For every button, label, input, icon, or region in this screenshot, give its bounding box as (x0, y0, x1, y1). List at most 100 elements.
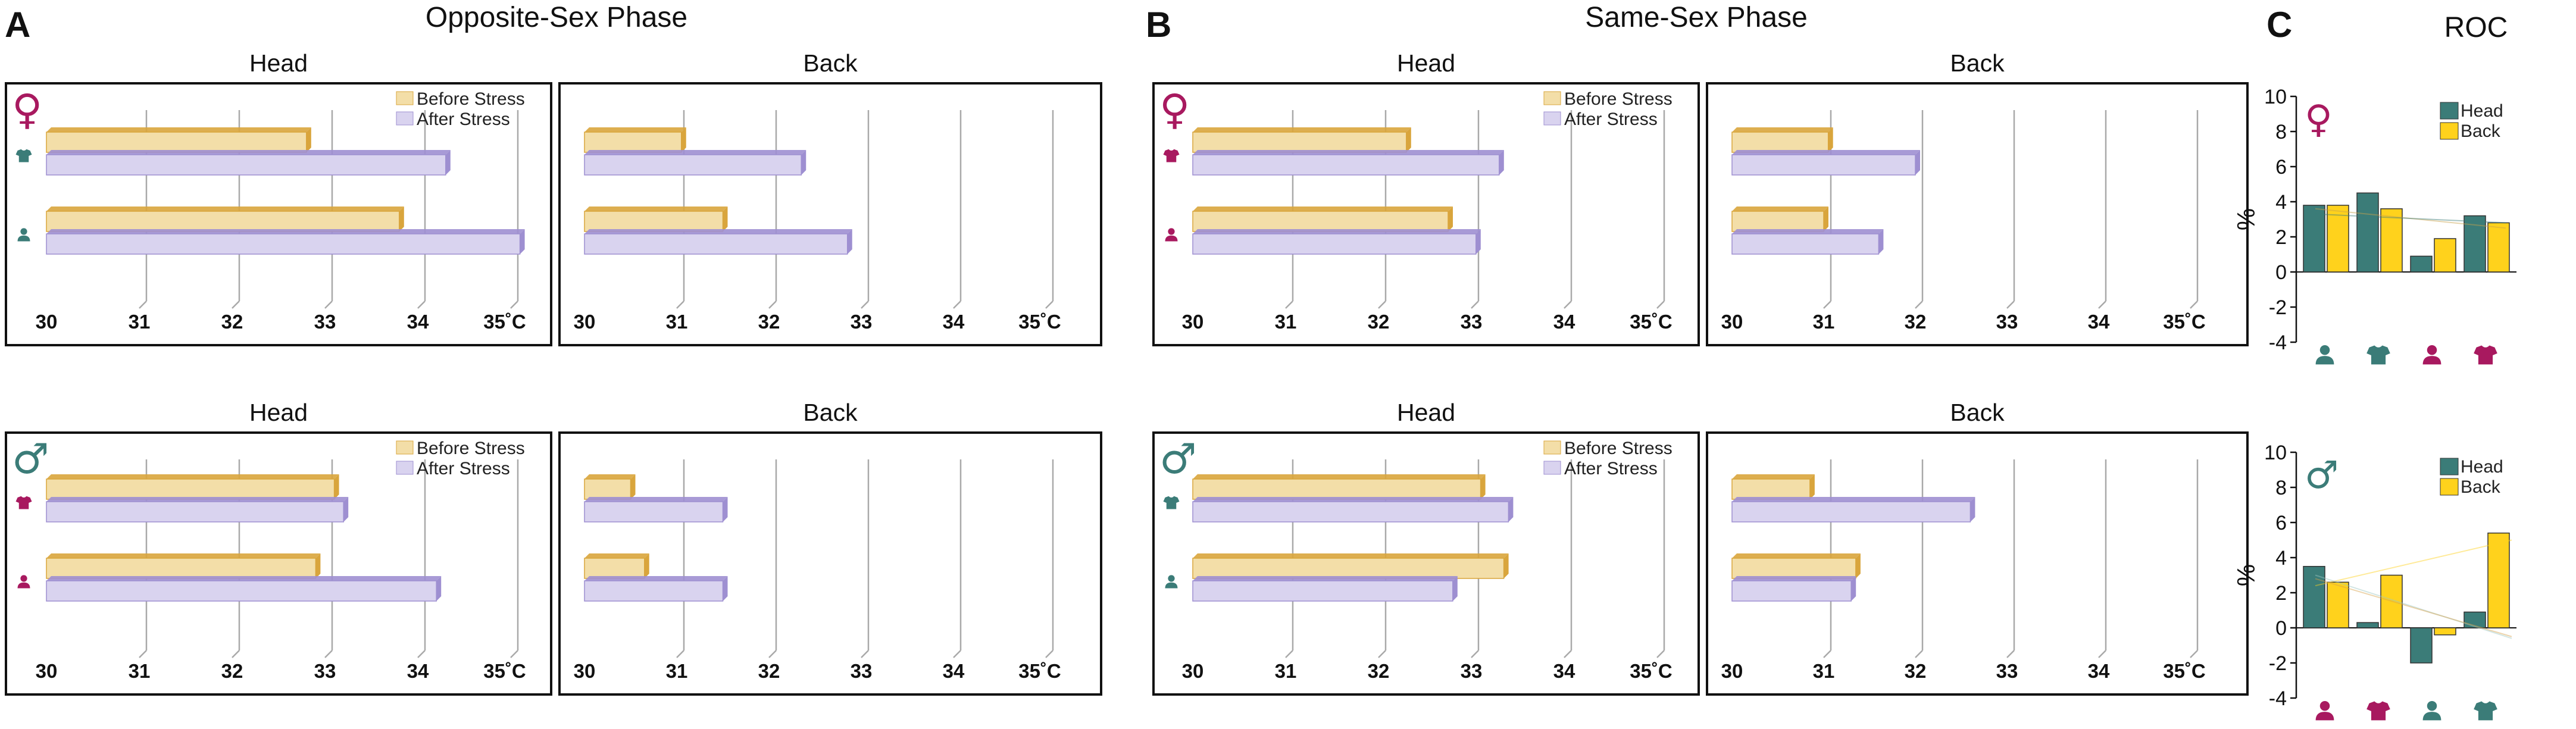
x-tick-label: 34 (943, 660, 965, 682)
shirt-icon (1163, 149, 1180, 162)
bar-before-stress (46, 127, 311, 153)
y-tick-label: 8 (2275, 121, 2287, 143)
x-tick-label: 35˚C (1018, 311, 1061, 333)
x-tick-label: 31 (129, 311, 151, 333)
x-tick-label: 31 (666, 660, 688, 682)
x-tick-label: 30 (1721, 660, 1743, 682)
shirt-icon (15, 149, 32, 162)
shirt-icon (2474, 345, 2497, 365)
person-icon (17, 228, 30, 242)
x-tick-label: 34 (2088, 660, 2110, 682)
male-symbol-icon: ♂ (12, 434, 49, 483)
x-tick-label: 32 (1368, 660, 1390, 682)
legend-after-label: After Stress (417, 109, 510, 129)
bar-before-stress (584, 127, 686, 153)
y-tick-label: -2 (2269, 296, 2287, 319)
bar-before-stress (46, 553, 321, 579)
x-tick-label: 35˚C (483, 660, 526, 682)
y-tick-label: 6 (2275, 512, 2287, 534)
subplot-title: Head (1397, 49, 1455, 77)
bar-after-stress (46, 150, 451, 176)
x-tick-label: 32 (1905, 311, 1927, 333)
x-tick-label: 34 (407, 311, 429, 333)
bar-head (2356, 622, 2379, 628)
trend-line (2315, 578, 2512, 637)
x-tick-label: 35˚C (483, 311, 526, 333)
bar-back (2380, 208, 2403, 273)
legend-head-label: Head (2461, 101, 2503, 121)
legend-after-label: After Stress (1564, 109, 1658, 129)
legend-swatch-after (396, 461, 414, 475)
bar-after-stress (1731, 229, 1884, 255)
x-tick-label: 31 (129, 660, 151, 682)
bar-before-stress (1192, 474, 1486, 500)
legend-before-label: Before Stress (1564, 89, 1672, 109)
x-tick-label: 33 (1996, 660, 2018, 682)
y-tick-label: -4 (2269, 331, 2287, 354)
bar-before-stress (1731, 207, 1828, 232)
person-icon (2315, 345, 2334, 365)
bar-back (2327, 205, 2349, 273)
bar-back (2380, 574, 2403, 628)
y-tick-label: 8 (2275, 477, 2287, 499)
y-tick-label: 0 (2275, 261, 2287, 284)
x-tick-label: 32 (1905, 660, 1927, 682)
x-tick-label: 32 (758, 311, 780, 333)
panel-label-b: B (1146, 5, 1171, 45)
person-icon (2422, 700, 2441, 721)
subplot-title: Back (1950, 399, 2005, 426)
x-tick-label: 34 (943, 311, 965, 333)
person-icon (17, 575, 30, 589)
subplot-title: Head (249, 399, 308, 426)
legend-after-label: After Stress (417, 459, 510, 478)
trend-line (2315, 208, 2506, 229)
bar-before-stress (1192, 127, 1411, 153)
bar-before-stress (1731, 553, 1861, 579)
bar-after-stress (1731, 497, 1975, 522)
shirt-icon (2366, 701, 2390, 721)
x-axis-unit: ˚C (1652, 660, 1672, 682)
panel-label-c: C (2266, 5, 2292, 45)
bar-after-stress (1192, 576, 1458, 602)
bar-head (2410, 627, 2433, 664)
x-tick-label: 32 (1368, 311, 1390, 333)
legend-swatch-before (1543, 440, 1561, 455)
x-tick-label: 33 (851, 311, 873, 333)
x-tick-label: 35˚C (1630, 660, 1672, 682)
panel-title-c: ROC (2444, 12, 2508, 43)
y-tick-label: 6 (2275, 156, 2287, 179)
shirt-icon (15, 496, 32, 509)
y-tick-label: 2 (2275, 582, 2287, 605)
male-symbol-icon: ♂ (1159, 434, 1197, 483)
bar-before-stress (584, 553, 649, 579)
bar-head (2303, 566, 2325, 628)
bar-before-stress (584, 207, 728, 232)
bar-head (2464, 215, 2486, 273)
bar-back (2434, 627, 2456, 636)
x-tick-label: 35˚C (2163, 660, 2206, 682)
subplot-title: Back (803, 49, 858, 77)
male-symbol-icon: ♂ (2305, 453, 2339, 498)
bar-before-stress (1192, 207, 1453, 232)
x-axis-unit: ˚C (1040, 311, 1061, 333)
legend-swatch-head (2440, 458, 2459, 475)
x-tick-label: 30 (1721, 311, 1743, 333)
bar-after-stress (1192, 150, 1504, 176)
x-tick-label: 33 (851, 660, 873, 682)
x-tick-label: 33 (1996, 311, 2018, 333)
x-tick-label: 31 (1275, 311, 1297, 333)
bar-head (2356, 192, 2379, 273)
female-symbol-icon: ♀ (1159, 85, 1190, 134)
bar-after-stress (1731, 150, 1920, 176)
x-tick-label: 32 (221, 311, 243, 333)
shirt-icon (1163, 496, 1180, 509)
x-axis-unit: ˚C (505, 311, 526, 333)
shirt-icon (2474, 701, 2497, 721)
